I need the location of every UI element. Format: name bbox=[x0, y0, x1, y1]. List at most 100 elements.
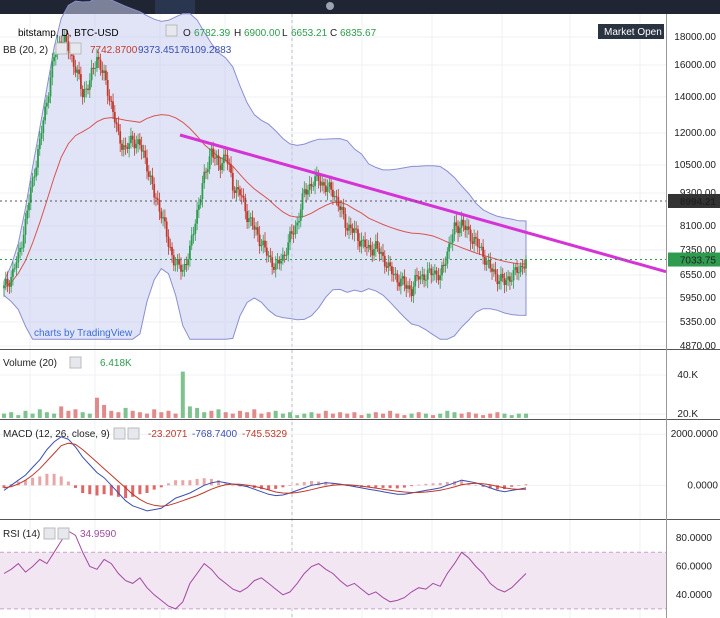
candle-body bbox=[194, 223, 197, 234]
candle-body bbox=[108, 95, 111, 101]
candle-body bbox=[407, 285, 409, 289]
candle-body bbox=[239, 189, 241, 196]
volume-bar bbox=[330, 413, 335, 418]
candle-body bbox=[244, 197, 247, 212]
candle-body bbox=[353, 228, 356, 233]
macd-hist-value: -23.2071 bbox=[148, 429, 188, 440]
candle-body bbox=[344, 214, 347, 228]
macd-histogram-bar bbox=[159, 485, 163, 488]
candle-body bbox=[485, 261, 488, 265]
bb-legend-name: BB (20, 2) bbox=[3, 45, 48, 56]
candle-body bbox=[72, 55, 75, 67]
candle-body bbox=[512, 269, 515, 281]
candle-body bbox=[471, 241, 474, 244]
volume-bar bbox=[316, 413, 321, 418]
candle-body bbox=[441, 265, 443, 276]
volume-bar bbox=[9, 412, 14, 418]
candle-body bbox=[235, 187, 238, 193]
candle-body bbox=[67, 41, 70, 51]
candle-body bbox=[303, 189, 306, 194]
candle-body bbox=[63, 36, 66, 43]
macd-histogram-bar bbox=[510, 485, 514, 487]
gear-icon[interactable] bbox=[69, 42, 82, 55]
macd-histogram-bar bbox=[381, 485, 385, 488]
candle-body bbox=[178, 259, 181, 265]
candle-body bbox=[205, 171, 207, 173]
candle-body bbox=[224, 154, 227, 156]
price-tick-label: 9300.00 bbox=[680, 188, 717, 199]
gear-icon[interactable] bbox=[326, 2, 334, 10]
candle-body bbox=[71, 53, 73, 56]
candle-body bbox=[364, 239, 366, 248]
candle-body bbox=[105, 70, 107, 80]
macd-histogram-bar bbox=[259, 485, 263, 490]
candle-body bbox=[501, 273, 504, 278]
volume-bar bbox=[52, 413, 57, 418]
candle-body bbox=[22, 234, 25, 248]
candle-body bbox=[10, 277, 13, 287]
trendline[interactable] bbox=[179, 133, 667, 274]
candle-body bbox=[85, 88, 88, 90]
candle-body bbox=[228, 163, 231, 165]
market-status-badge[interactable] bbox=[598, 24, 664, 39]
eye-icon[interactable] bbox=[55, 42, 68, 55]
macd-histogram-bar bbox=[245, 485, 249, 487]
toolbar-active-tab[interactable] bbox=[155, 0, 195, 14]
macd-histogram-bar bbox=[24, 480, 27, 486]
candle-body bbox=[442, 265, 445, 266]
volume-bar bbox=[195, 407, 200, 419]
macd-histogram-bar bbox=[167, 483, 170, 486]
macd-line bbox=[3, 436, 527, 512]
candle-body bbox=[103, 70, 105, 73]
candle-body bbox=[17, 252, 20, 263]
candle-body bbox=[160, 211, 163, 219]
candle-body bbox=[423, 274, 425, 281]
eye-icon[interactable] bbox=[43, 527, 56, 540]
candle-body bbox=[28, 202, 30, 211]
chevron-icon[interactable] bbox=[165, 24, 178, 37]
candle-body bbox=[525, 259, 527, 269]
gear-icon[interactable] bbox=[127, 427, 140, 440]
candle-body bbox=[214, 157, 216, 159]
volume-bar bbox=[159, 412, 164, 418]
eye-icon[interactable] bbox=[69, 356, 82, 369]
macd-layer bbox=[2, 436, 528, 512]
candle-body bbox=[448, 243, 450, 252]
candle-body bbox=[269, 255, 272, 258]
volume-bar bbox=[416, 412, 421, 418]
candle-body bbox=[172, 255, 175, 266]
candle-body bbox=[117, 124, 120, 132]
candle-body bbox=[337, 197, 340, 207]
volume-bar bbox=[23, 410, 28, 419]
candle-body bbox=[140, 145, 143, 152]
candle-body bbox=[494, 269, 497, 275]
volume-bar bbox=[288, 412, 292, 418]
volume-bar bbox=[495, 412, 500, 418]
gear-icon[interactable] bbox=[57, 527, 70, 540]
candle-body bbox=[505, 279, 508, 285]
candle-body bbox=[46, 102, 48, 107]
candle-body bbox=[101, 69, 104, 74]
macd-histogram-bar bbox=[59, 476, 63, 486]
candle-body bbox=[378, 248, 381, 254]
candle-body bbox=[421, 274, 424, 277]
candle-body bbox=[12, 268, 14, 277]
macd-histogram-bar bbox=[488, 485, 492, 489]
candle-body bbox=[507, 276, 509, 280]
candle-body bbox=[130, 135, 132, 144]
price-tick-label: 7350.00 bbox=[680, 245, 717, 256]
eye-icon[interactable] bbox=[113, 427, 126, 440]
candle-body bbox=[392, 274, 395, 276]
candle-body bbox=[437, 274, 440, 281]
candle-body bbox=[398, 282, 400, 287]
volume-bar bbox=[352, 412, 357, 418]
candle-body bbox=[426, 269, 429, 280]
macd-legend-name: MACD (12, 26, close, 9) bbox=[3, 429, 110, 440]
candle-body bbox=[289, 231, 291, 243]
candle-body bbox=[155, 197, 157, 199]
candle-body bbox=[360, 240, 363, 247]
volume-bar bbox=[44, 412, 49, 418]
volume-bar bbox=[445, 410, 450, 419]
